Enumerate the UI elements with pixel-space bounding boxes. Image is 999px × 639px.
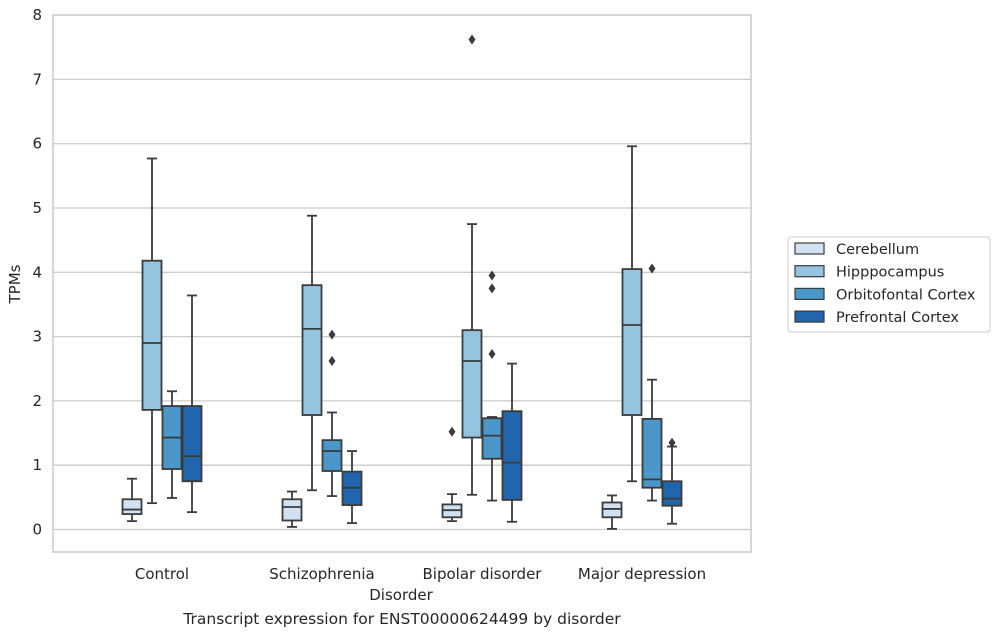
box-prefrontal-cortex [341,450,363,524]
box-prefrontal-cortex [501,362,523,523]
box-cerebellum [121,477,143,523]
legend-swatch [794,287,825,300]
box-iqr [321,439,343,472]
box-iqr [281,498,303,522]
box-iqr [121,498,143,515]
legend-swatch [794,265,825,278]
box-iqr [601,501,623,519]
box-iqr [501,410,523,501]
x-tick-label: Major depression [578,565,706,583]
y-tick-label: 6 [32,135,42,153]
y-tick-label: 4 [32,263,42,281]
box-cerebellum [441,426,463,523]
x-axis-ticks: Control Schizophrenia Bipolar disorder Majo… [135,565,706,583]
box-series [121,34,683,530]
box-hipppocampus [621,145,643,483]
outlier-point [468,34,476,45]
chart-caption: Transcript expression for ENST0000062449… [183,610,621,628]
y-tick-label: 8 [32,6,42,24]
box-orbitofontal-cortex [321,329,343,497]
legend: Cerebellum Hipppocampus Orbitofontal Corte… [787,236,991,333]
outlier-point [488,348,496,359]
y-tick-label: 3 [32,328,42,346]
outlier-point [328,356,336,367]
box-iqr [661,480,683,507]
box-iqr [461,329,483,439]
x-tick-label: Bipolar disorder [423,565,543,583]
box-hipppocampus [461,34,483,496]
box-iqr [141,259,163,411]
box-cerebellum [281,490,303,528]
legend-swatch [794,242,825,255]
outlier-point [328,329,336,340]
y-axis-ticks: 0 1 2 3 4 5 6 7 8 [32,6,42,538]
box-prefrontal-cortex [181,294,203,514]
box-iqr [481,417,503,460]
outlier-point [648,263,656,274]
box-iqr [641,418,663,489]
x-tick-label: Schizophrenia [269,565,374,583]
y-tick-label: 5 [32,199,42,217]
box-orbitofontal-cortex [161,390,183,499]
legend-label: Prefrontal Cortex [836,310,959,326]
outlier-point [448,426,456,437]
y-tick-label: 7 [32,70,42,88]
outlier-point [488,283,496,294]
box-hipppocampus [301,214,323,492]
legend-frame [787,236,991,333]
legend-label: Hipppocampus [836,265,944,281]
legend-swatch [794,310,825,323]
box-cerebellum [601,494,623,530]
box-orbitofontal-cortex [481,270,503,502]
y-tick-label: 1 [32,456,42,474]
x-tick-label: Control [135,565,189,583]
box-orbitofontal-cortex [641,263,663,502]
y-tick-label: 0 [32,521,42,539]
plot-frame [52,14,752,553]
box-hipppocampus [141,157,163,505]
legend-label: Cerebellum [836,242,919,258]
y-axis-label: TPMs [6,264,24,304]
outlier-point [668,437,676,448]
legend-label: Orbitofontal Cortex [836,287,976,303]
box-prefrontal-cortex [661,437,683,525]
box-iqr [301,284,323,416]
y-tick-label: 2 [32,392,42,410]
x-axis-label: Disorder [369,586,433,604]
outlier-point [488,270,496,281]
box-iqr [181,405,203,483]
box-iqr [621,268,643,416]
